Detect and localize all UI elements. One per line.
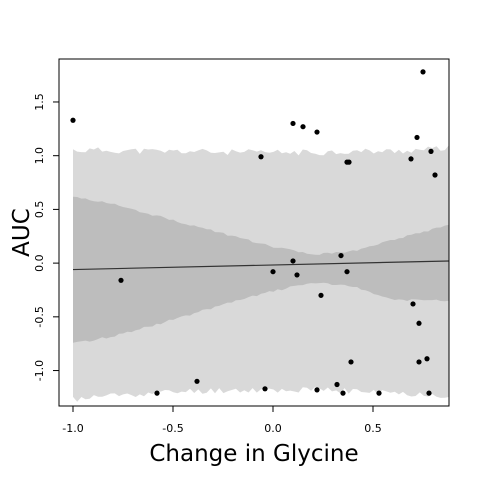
data-point — [314, 129, 320, 135]
data-point — [118, 277, 124, 283]
data-point — [70, 117, 76, 123]
data-point — [334, 381, 340, 388]
data-point — [340, 390, 346, 396]
data-point — [294, 272, 300, 278]
data-point — [318, 292, 324, 298]
data-point — [428, 148, 434, 154]
data-point — [416, 320, 422, 326]
data-point — [300, 124, 306, 130]
inner-band — [73, 196, 449, 343]
data-point — [194, 378, 200, 384]
data-point — [348, 359, 354, 365]
data-point — [262, 386, 268, 392]
x-tick-label: 0.5 — [364, 422, 382, 435]
y-tick-label: 1.5 — [33, 93, 46, 111]
x-axis-title: Change in Glycine — [149, 441, 358, 467]
y-tick-label: -0.5 — [33, 306, 46, 327]
x-tick-label: 0.0 — [264, 422, 282, 435]
data-point — [290, 120, 296, 127]
x-axis: -1.0 -0.5 0.0 0.5 — [62, 406, 382, 435]
y-tick-label: -1.0 — [33, 360, 46, 381]
data-point — [154, 390, 160, 396]
data-points — [70, 69, 438, 396]
data-point — [258, 154, 264, 160]
data-point — [314, 387, 320, 393]
data-point — [376, 390, 382, 396]
y-tick-label: 0.5 — [33, 201, 46, 219]
y-tick-label: 1.0 — [33, 147, 46, 165]
y-axis-title: AUC — [9, 208, 35, 257]
data-point — [432, 172, 438, 178]
data-point — [290, 258, 296, 264]
data-point — [420, 69, 426, 75]
confidence-bands — [73, 145, 449, 402]
data-point — [408, 156, 414, 162]
y-tick-label: 0.0 — [33, 254, 46, 272]
plot-frame — [58, 58, 450, 407]
x-tick-label: -0.5 — [162, 422, 183, 435]
data-point — [410, 301, 416, 307]
regression-line — [72, 260, 450, 271]
data-point — [344, 269, 350, 275]
data-point — [424, 356, 430, 362]
data-point — [414, 134, 420, 141]
x-tick-label: -1.0 — [62, 422, 83, 435]
data-point — [416, 359, 422, 365]
data-point — [270, 269, 276, 275]
data-point — [426, 390, 432, 396]
y-axis: -1.0 -0.5 0.0 0.5 1.0 1.5 — [33, 93, 59, 381]
data-point — [338, 252, 344, 259]
data-point — [346, 159, 352, 165]
regression-line-layer — [72, 260, 450, 271]
